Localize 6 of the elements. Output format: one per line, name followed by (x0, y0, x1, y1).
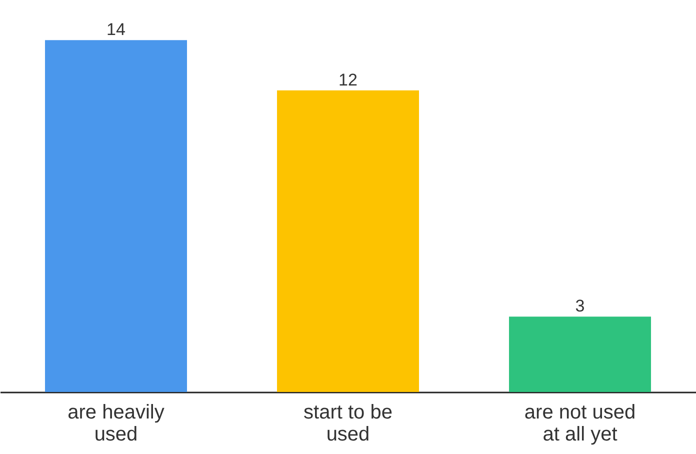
x-tick-label: start to be used (304, 402, 392, 446)
data-label: 3 (575, 296, 585, 316)
x-tick-label: are heavily used (68, 402, 164, 446)
data-label: 14 (106, 20, 126, 40)
data-label: 12 (338, 70, 358, 90)
x-tick-label: are not used at all yet (524, 402, 636, 446)
